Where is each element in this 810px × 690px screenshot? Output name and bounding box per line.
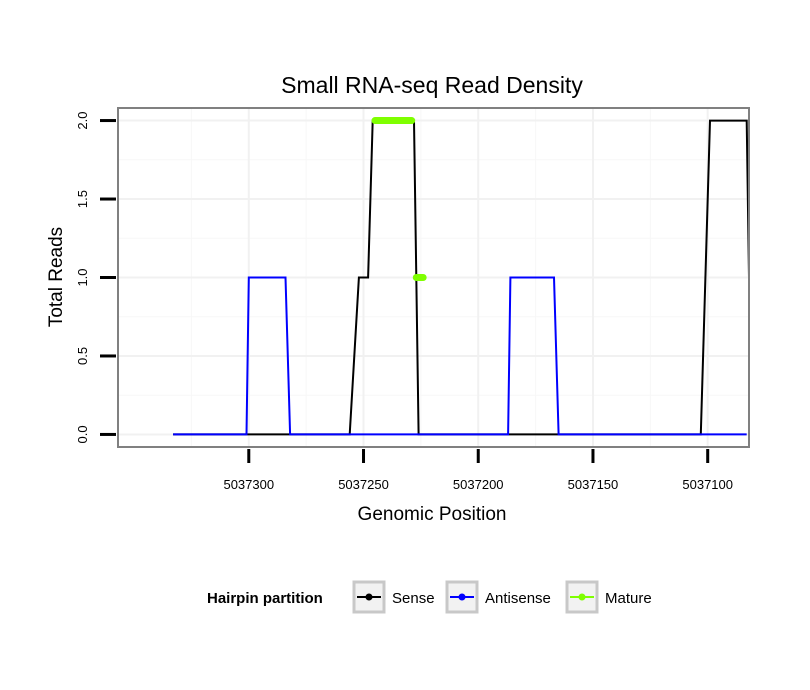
y-tick-label: 0.5 <box>75 347 90 365</box>
x-axis: 5037300 5037250 5037200 5037150 5037100 <box>223 449 733 492</box>
legend-point-mature <box>578 593 586 601</box>
legend-label-sense: Sense <box>392 590 435 607</box>
chart-title: Small RNA-seq Read Density <box>281 72 583 98</box>
x-tick-label: 5037300 <box>223 477 274 492</box>
y-tick-label: 2.0 <box>75 112 90 130</box>
x-tick-label: 5037200 <box>453 477 504 492</box>
x-tick-label: 5037100 <box>682 477 733 492</box>
series-layer <box>173 117 750 436</box>
legend-label-antisense: Antisense <box>485 590 551 607</box>
plot-border <box>117 107 750 448</box>
antisense-line <box>173 276 747 436</box>
plot-panel <box>117 107 750 448</box>
x-tick-label: 5037150 <box>568 477 619 492</box>
legend-point-antisense <box>458 593 466 601</box>
x-axis-title: Genomic Position <box>358 504 507 525</box>
legend-title: Hairpin partition <box>207 590 323 607</box>
y-tick-label: 1.0 <box>75 268 90 286</box>
x-tick-label: 5037250 <box>338 477 389 492</box>
y-tick-label: 1.5 <box>75 190 90 208</box>
legend: Hairpin partition Sense Antisense Mature <box>207 580 652 614</box>
legend-label-mature: Mature <box>605 590 652 607</box>
y-axis: 0.0 0.5 1.0 1.5 2.0 <box>75 112 116 443</box>
y-tick-label: 0.0 <box>75 425 90 443</box>
y-axis-title: Total Reads <box>46 227 67 327</box>
legend-point-sense <box>365 593 373 601</box>
